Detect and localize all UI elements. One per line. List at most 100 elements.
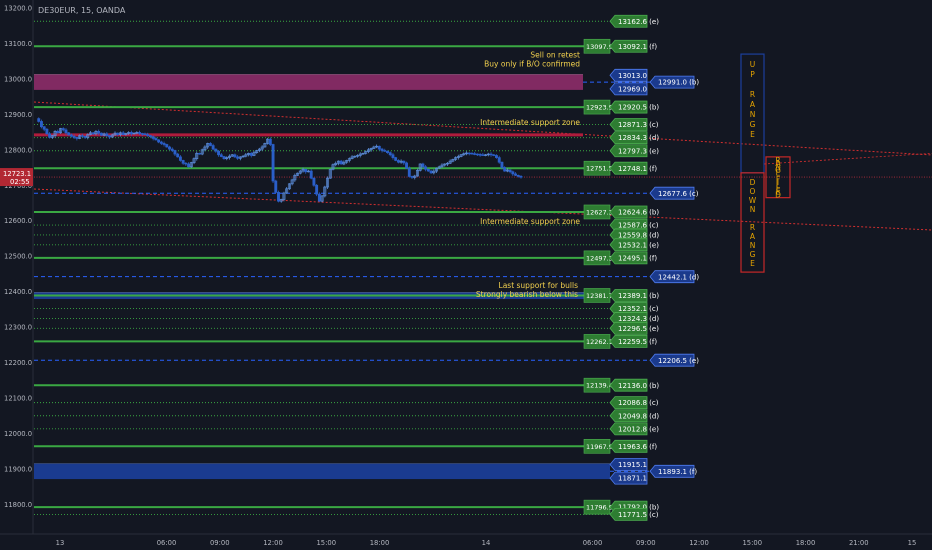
candle[interactable] <box>339 159 343 165</box>
candle[interactable] <box>247 152 250 157</box>
level-label[interactable]: 12797.3 (e) <box>609 144 659 158</box>
candle[interactable] <box>375 144 379 149</box>
level-box-label[interactable]: 12751.5 <box>583 160 613 176</box>
candle[interactable] <box>440 163 444 168</box>
candle[interactable] <box>511 170 515 176</box>
candle[interactable] <box>143 132 147 136</box>
candle[interactable] <box>481 152 485 156</box>
candle[interactable] <box>219 152 223 158</box>
candle[interactable] <box>99 132 103 136</box>
candle[interactable] <box>252 150 256 157</box>
candle[interactable] <box>287 183 291 190</box>
candle[interactable] <box>445 162 449 166</box>
level-box-label[interactable]: 11967.9 <box>583 439 613 454</box>
candle[interactable] <box>478 153 482 157</box>
candle[interactable] <box>388 151 392 157</box>
candle[interactable] <box>508 169 512 174</box>
level-label[interactable]: 12532.1 (e) <box>609 238 659 252</box>
candle[interactable] <box>459 154 463 158</box>
candle[interactable] <box>238 156 242 161</box>
candle[interactable] <box>372 145 376 150</box>
candle[interactable] <box>113 131 117 137</box>
candle[interactable] <box>462 152 466 156</box>
candle[interactable] <box>495 154 498 159</box>
candle[interactable] <box>151 135 155 141</box>
level-label[interactable]: 12495.1 (f) <box>609 251 657 265</box>
candle[interactable] <box>500 161 504 170</box>
candle[interactable] <box>383 148 387 152</box>
candle[interactable] <box>132 132 136 135</box>
candle[interactable] <box>198 152 201 155</box>
candle[interactable] <box>110 133 114 138</box>
candle[interactable] <box>86 133 90 140</box>
candle[interactable] <box>195 151 199 161</box>
candle[interactable] <box>503 166 507 172</box>
candle[interactable] <box>399 159 403 164</box>
candle[interactable] <box>437 165 441 169</box>
candle[interactable] <box>206 142 210 149</box>
level-box-label[interactable]: 12497.3 <box>583 250 613 266</box>
candle[interactable] <box>298 169 302 175</box>
candle[interactable] <box>336 160 340 166</box>
candle[interactable] <box>230 154 234 157</box>
candle[interactable] <box>489 152 493 157</box>
candle[interactable] <box>89 131 92 136</box>
level-label[interactable]: 12086.8 (c) <box>609 396 659 410</box>
candle[interactable] <box>279 198 283 203</box>
candle[interactable] <box>119 131 122 137</box>
candle[interactable] <box>241 154 245 158</box>
time-axis-panel[interactable] <box>0 534 932 550</box>
level-label[interactable]: 12012.8 (e) <box>609 422 659 436</box>
candle[interactable] <box>263 142 267 148</box>
candle[interactable] <box>80 133 84 138</box>
current-price-marker[interactable]: 12723.102:55 <box>0 168 33 187</box>
candle[interactable] <box>282 191 286 202</box>
projection-label[interactable]: 12206.5 (e) <box>649 353 699 367</box>
level-label[interactable]: 12748.1 (f) <box>609 161 657 175</box>
candle[interactable] <box>211 143 215 151</box>
candle[interactable] <box>233 153 237 159</box>
candle[interactable] <box>421 162 425 169</box>
candle[interactable] <box>135 131 139 135</box>
candle[interactable] <box>94 130 98 136</box>
support-zone-lower-mid-label[interactable]: 11893.1 (f) <box>649 464 697 478</box>
resistance-zone-top-label[interactable]: 13013.0 <box>609 68 648 82</box>
candle[interactable] <box>342 160 346 166</box>
candle[interactable] <box>127 131 131 136</box>
candle[interactable] <box>309 169 313 180</box>
level-box-label[interactable]: 12923.9 <box>583 99 613 115</box>
candle[interactable] <box>159 140 163 145</box>
candle[interactable] <box>181 159 185 165</box>
projection-label[interactable]: 12677.6 (c) <box>649 186 699 200</box>
support-zone-lower-bottom-label[interactable]: 11871.1 <box>609 471 648 485</box>
candle[interactable] <box>353 155 357 159</box>
candle[interactable] <box>432 169 436 175</box>
candle[interactable] <box>75 136 79 141</box>
support-zone-lower-top-label[interactable]: 11915.1 <box>609 458 648 471</box>
candle[interactable] <box>217 149 221 157</box>
candle[interactable] <box>328 168 332 179</box>
candle[interactable] <box>301 167 305 173</box>
level-label[interactable]: 12296.5 (e) <box>609 321 659 335</box>
candle[interactable] <box>184 162 188 166</box>
candle[interactable] <box>236 155 240 160</box>
candle[interactable] <box>50 134 54 139</box>
candle[interactable] <box>285 187 289 194</box>
candle[interactable] <box>91 132 95 135</box>
candle[interactable] <box>358 152 362 158</box>
candle[interactable] <box>331 163 335 171</box>
candle[interactable] <box>486 152 490 157</box>
candle[interactable] <box>505 168 509 173</box>
level-box-label[interactable]: 12627.3 <box>583 204 613 220</box>
candle[interactable] <box>364 150 368 155</box>
level-label[interactable]: 11963.6 (f) <box>609 439 657 453</box>
candle[interactable] <box>64 128 68 135</box>
candle[interactable] <box>290 178 294 186</box>
candle[interactable] <box>454 156 458 161</box>
resistance-zone-mid-label[interactable]: 12991.0 (b) <box>649 75 699 89</box>
candle[interactable] <box>361 152 365 155</box>
candle[interactable] <box>203 145 207 152</box>
level-label[interactable]: 12834.3 (d) <box>609 131 659 145</box>
